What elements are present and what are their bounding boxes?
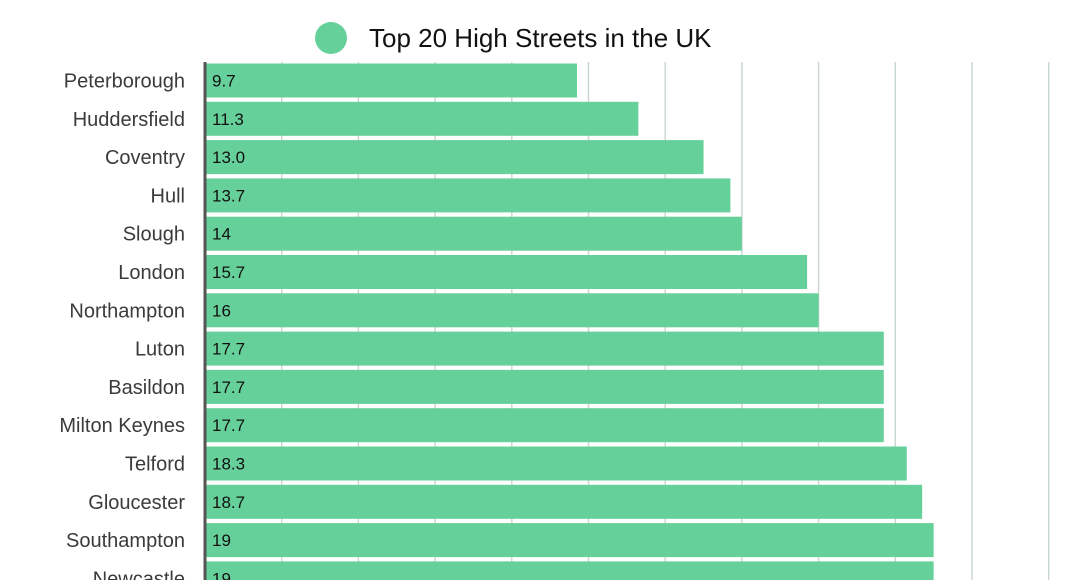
bar [205, 523, 934, 558]
bar [205, 293, 819, 328]
category-label: Newcastle [93, 568, 185, 580]
bar [205, 101, 639, 136]
category-label: Southampton [66, 530, 185, 552]
bar [205, 178, 731, 213]
category-label: Gloucester [88, 492, 185, 514]
bar [205, 63, 577, 98]
legend: Top 20 High Streets in the UK [315, 22, 712, 54]
value-label: 17.7 [212, 340, 245, 359]
bar [205, 216, 742, 251]
value-label: 17.7 [212, 378, 245, 397]
value-label: 9.7 [212, 72, 236, 91]
category-label: Coventry [105, 147, 185, 169]
category-label: London [118, 262, 185, 284]
bar [205, 140, 704, 175]
category-label: Luton [135, 339, 185, 361]
value-label: 18.7 [212, 493, 245, 512]
bar [205, 255, 808, 289]
category-label: Peterborough [64, 71, 185, 93]
category-label: Slough [123, 224, 185, 246]
value-label: 19 [212, 569, 231, 580]
bars [205, 63, 934, 580]
value-label: 13.7 [212, 186, 245, 205]
value-label: 11.3 [212, 110, 244, 129]
bar [205, 408, 884, 443]
bar [205, 331, 884, 366]
bar [205, 446, 907, 481]
value-label: 18.3 [212, 455, 245, 474]
category-label: Basildon [108, 377, 185, 399]
bar [205, 484, 923, 519]
legend-swatch [315, 22, 347, 54]
value-label: 19 [212, 531, 231, 550]
value-label: 16 [212, 301, 231, 320]
bar [205, 561, 934, 580]
category-label: Hull [151, 185, 185, 207]
value-labels: 9.7 11.3 13.0 13.7 14 15.7 16 17.7 17.7 17.7 18.3 1… [212, 72, 245, 580]
category-label: Telford [125, 454, 185, 476]
category-label: Northampton [69, 300, 185, 322]
legend-label: Top 20 High Streets in the UK [369, 23, 712, 53]
category-label: Milton Keynes [59, 415, 185, 437]
value-label: 13.0 [212, 148, 245, 167]
value-label: 15.7 [212, 263, 245, 282]
value-label: 14 [212, 225, 231, 244]
bar [205, 369, 884, 404]
category-label: Huddersfield [73, 109, 185, 131]
value-label: 17.7 [212, 416, 245, 435]
category-labels: Peterborough Huddersfield Coventry Hull Slou… [59, 71, 185, 580]
